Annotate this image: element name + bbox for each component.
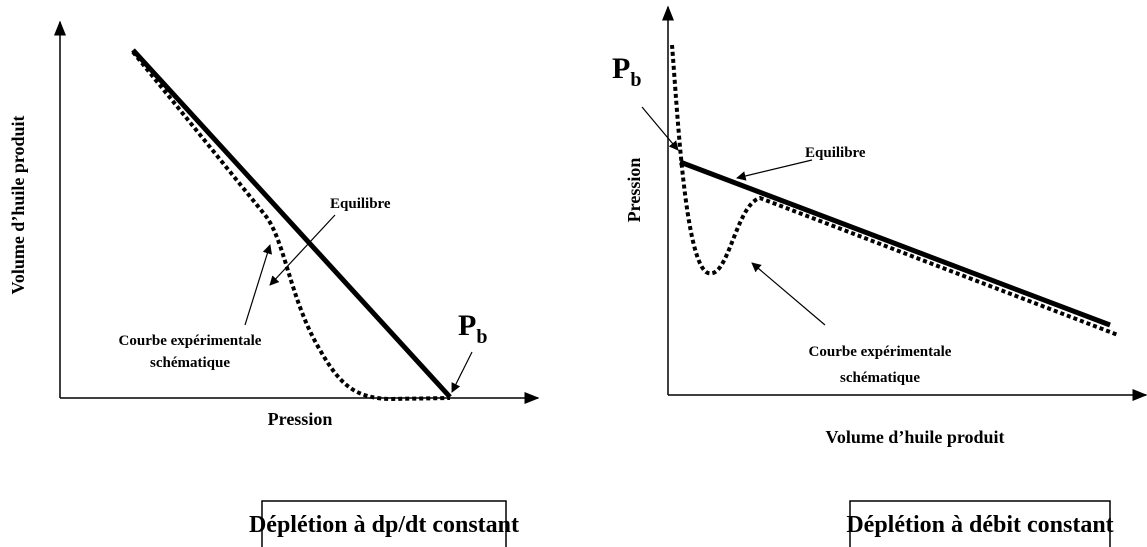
- arrow: [751, 262, 826, 326]
- bubble-point-letter: P: [458, 309, 476, 342]
- x-axis-label: Volume d’huile produit: [825, 427, 1004, 447]
- arrow: [244, 244, 273, 326]
- curve-label: schématique: [840, 370, 920, 386]
- caption: Déplétion à dp/dt constant: [249, 512, 519, 538]
- bubble-point-label: Pb: [612, 52, 641, 91]
- left-panel: Volume d’huile produit Pression Equilibr…: [8, 20, 540, 547]
- caption: Déplétion à débit constant: [846, 512, 1113, 538]
- caption-box: [849, 500, 1111, 547]
- arrow: [641, 106, 679, 151]
- arrow: [736, 159, 813, 181]
- equilibrium-line: [679, 159, 1111, 328]
- bubble-point-subscript: b: [630, 69, 641, 91]
- experimental-curve: [670, 44, 1119, 337]
- bubble-point-subscript: b: [476, 326, 487, 348]
- right-panel: Pression Volume d’huile produit Equilibr…: [612, 5, 1147, 547]
- equilibrium-label: Equilibre: [805, 145, 866, 161]
- arrow: [269, 214, 336, 286]
- equilibrium-line: [131, 48, 452, 399]
- caption-box: [261, 500, 507, 547]
- curve-label: Courbe expérimentale: [119, 333, 262, 349]
- arrow: [451, 351, 473, 393]
- bubble-point-label: Pb: [458, 309, 487, 348]
- equilibrium-label: Equilibre: [330, 196, 391, 212]
- x-axis-label: Pression: [268, 409, 333, 429]
- curve-label: Courbe expérimentale: [809, 344, 952, 360]
- bubble-point-letter: P: [612, 52, 630, 85]
- y-axis-label: Volume d’huile produit: [8, 115, 28, 294]
- curve-label: schématique: [150, 355, 230, 371]
- experimental-curve: [131, 50, 451, 402]
- y-axis-label: Pression: [624, 158, 644, 223]
